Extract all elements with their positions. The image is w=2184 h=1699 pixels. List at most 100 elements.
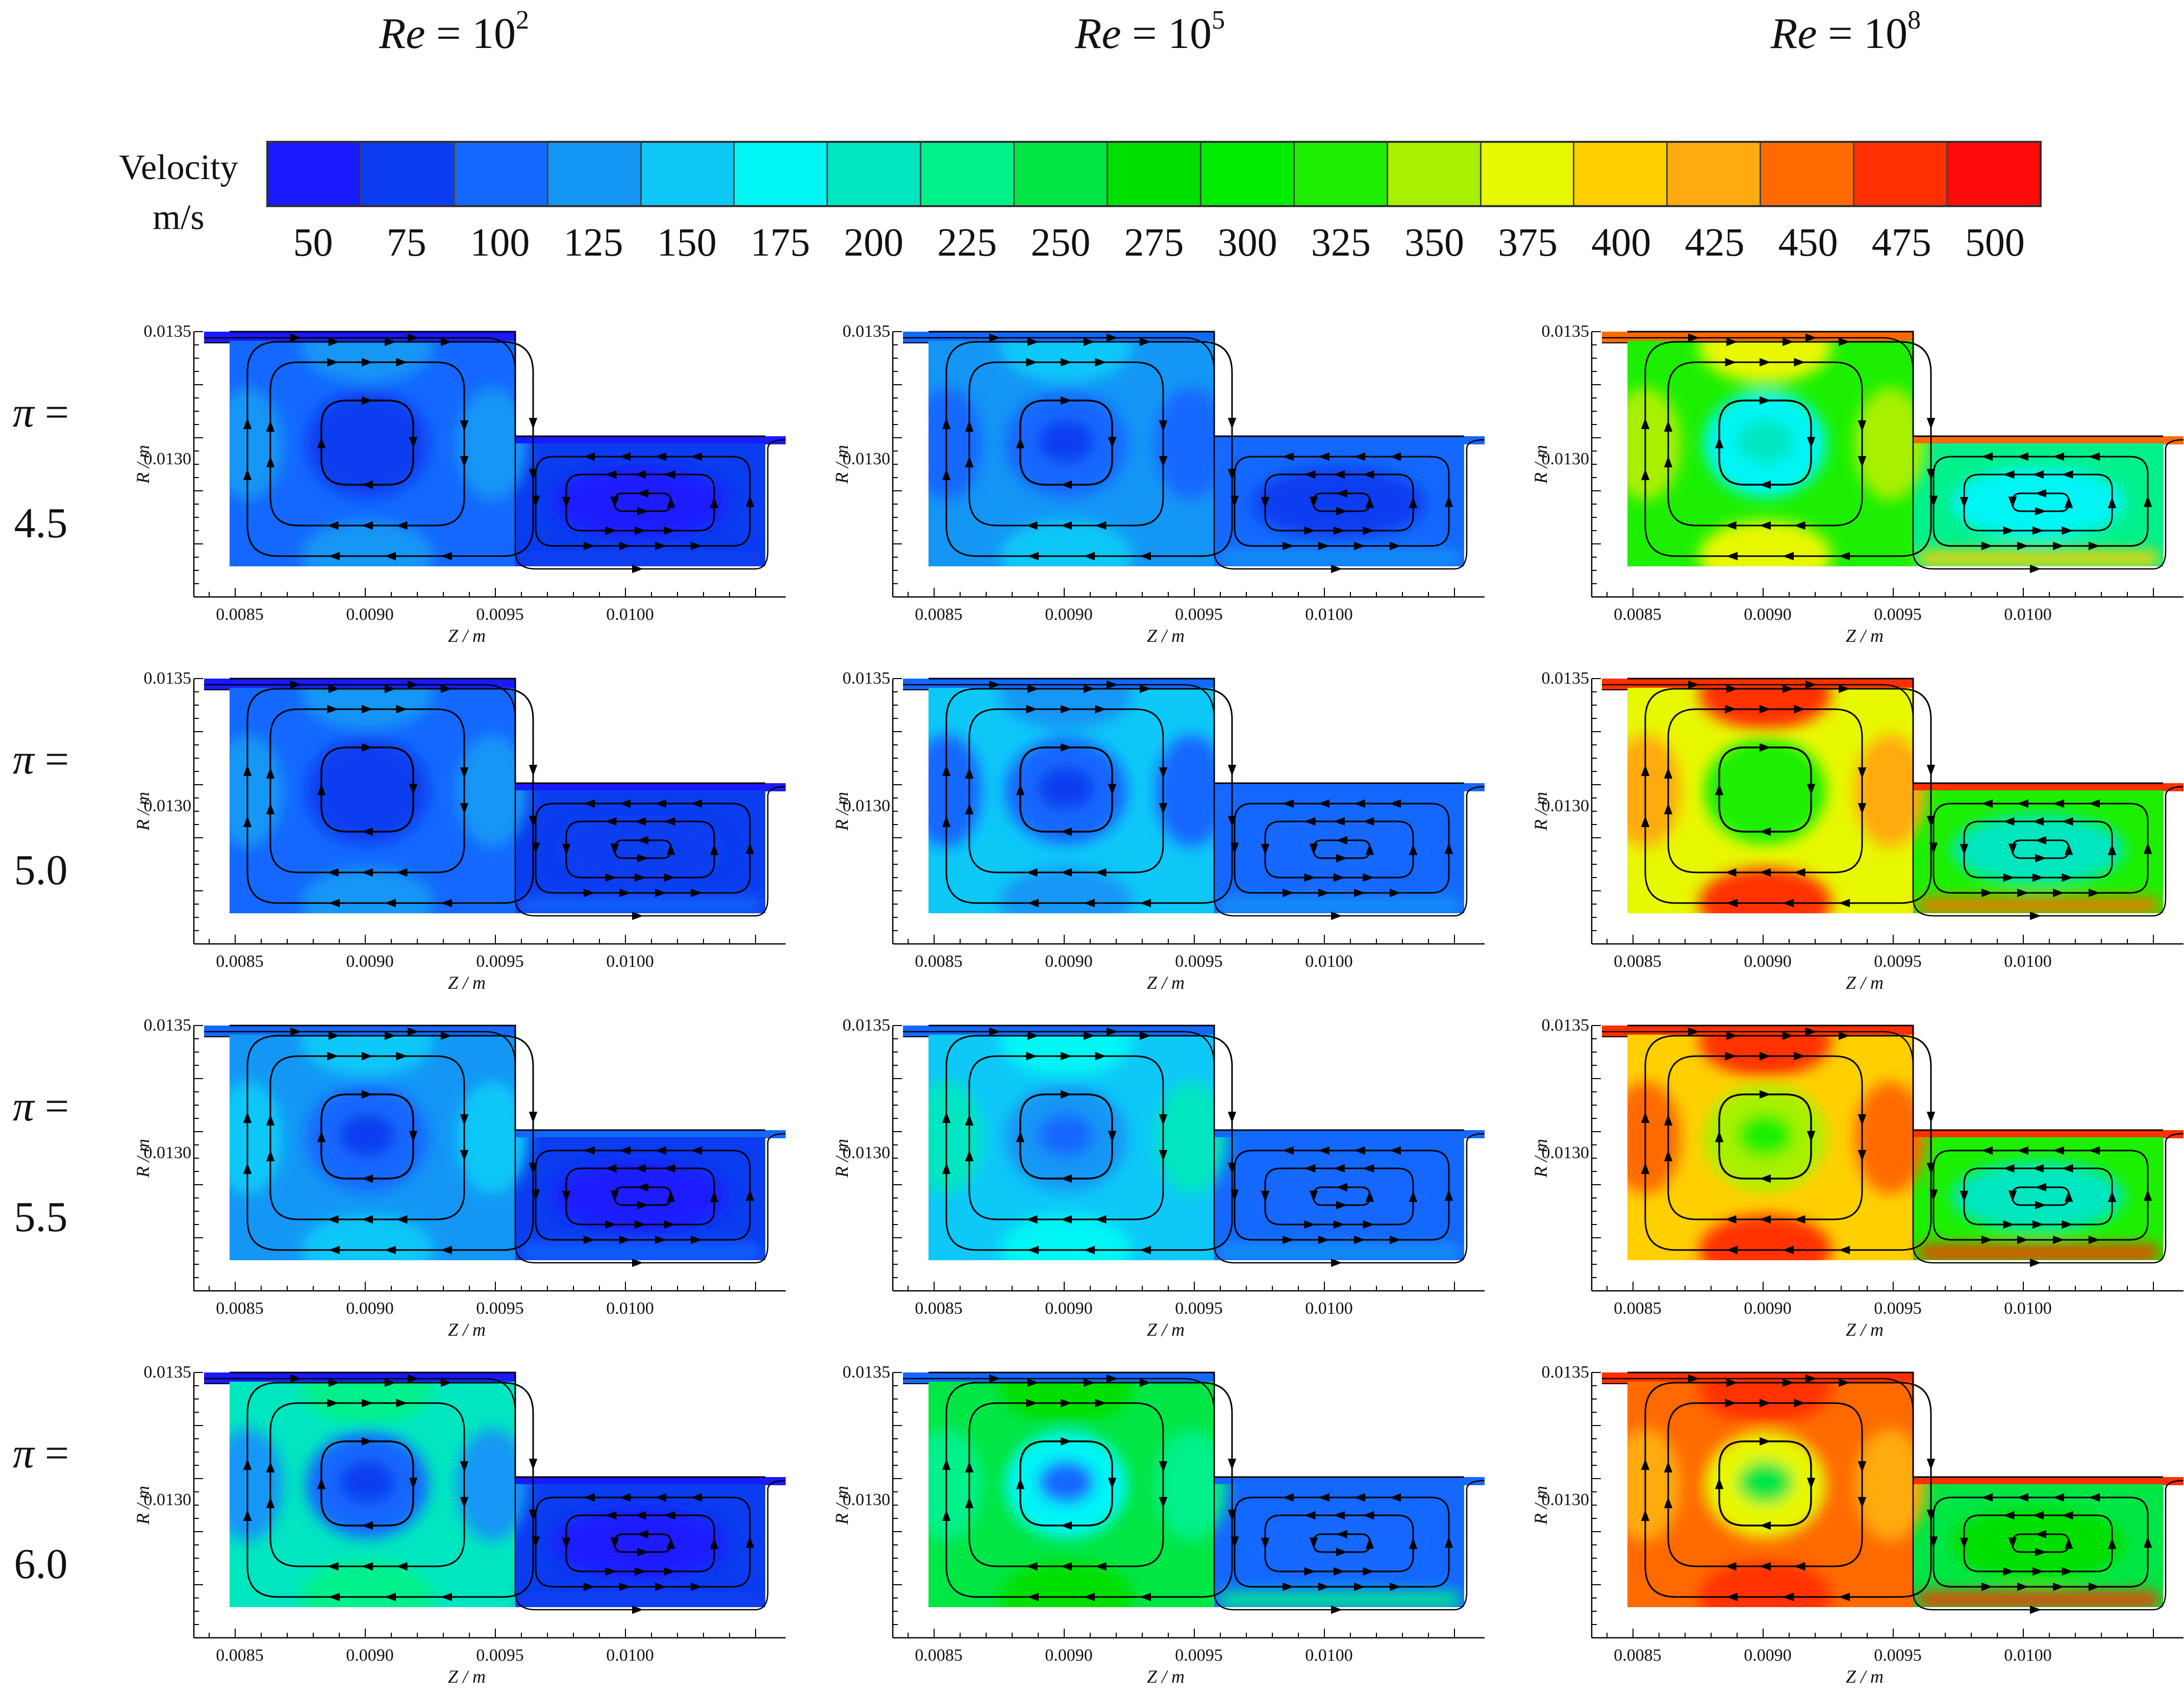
field-jet-right bbox=[1913, 1477, 2163, 1484]
streamline-arrow bbox=[1760, 1398, 1771, 1408]
streamline-arrow bbox=[531, 842, 540, 854]
y-tick-label: 0.0130 bbox=[843, 1143, 891, 1162]
streamline-arrow bbox=[1107, 333, 1118, 342]
x-tick-label: 0.0090 bbox=[1045, 605, 1093, 624]
streamline-arrow bbox=[1725, 1052, 1737, 1061]
x-axis-title: Z / m bbox=[1846, 626, 1884, 646]
streamline-arrow bbox=[2003, 1164, 2015, 1173]
streamline-arrow bbox=[664, 1511, 675, 1520]
field-jet-right bbox=[515, 1477, 765, 1484]
x-tick-label: 0.0090 bbox=[346, 605, 394, 624]
streamline-arrow bbox=[1283, 1235, 1294, 1244]
streamline-arrow bbox=[605, 1511, 617, 1520]
field-lobe-top bbox=[1699, 332, 1831, 383]
streamline-arrow bbox=[1760, 1215, 1771, 1224]
field-vortex-core bbox=[339, 420, 395, 463]
streamline-arrow bbox=[2053, 1146, 2064, 1155]
streamline-arrow bbox=[2035, 507, 2046, 516]
streamline-arrow bbox=[1027, 337, 1039, 346]
streamline-arrow bbox=[2008, 1537, 2017, 1549]
colorbar-segment bbox=[1015, 143, 1109, 205]
streamline-arrow bbox=[1725, 1562, 1737, 1571]
streamline-arrow bbox=[329, 1245, 340, 1255]
streamline-arrow bbox=[637, 854, 648, 863]
streamline-arrow bbox=[691, 1582, 702, 1591]
streamline-arrow bbox=[1641, 1510, 1650, 1521]
streamline-arrow bbox=[1409, 844, 1418, 855]
streamline-arrow bbox=[1304, 1567, 1316, 1576]
streamline bbox=[246, 1035, 534, 1251]
streamline-arrow bbox=[1857, 420, 1867, 432]
field-lobe-right bbox=[1156, 1429, 1227, 1541]
streamline-arrow bbox=[1304, 873, 1316, 882]
colorbar-tick-label: 375 bbox=[1498, 220, 1558, 264]
streamline-arrow bbox=[1760, 1562, 1771, 1571]
streamline-arrow bbox=[637, 507, 648, 516]
streamline-arrow bbox=[605, 1220, 617, 1229]
streamline-arrow bbox=[2062, 526, 2073, 535]
streamline-arrow bbox=[965, 767, 974, 779]
streamline-arrow bbox=[396, 868, 408, 877]
field-right-bottom-band bbox=[520, 1245, 760, 1260]
contour-plot: 0.0085 0.0090 0.0095 0.0100 0.0135 0.0130 Z / … bbox=[133, 669, 786, 993]
streamline bbox=[1667, 708, 1863, 873]
streamline-arrow bbox=[1227, 1112, 1237, 1123]
streamline-arrow bbox=[1016, 437, 1025, 448]
streamline-arrow bbox=[1641, 1112, 1650, 1123]
field-right-vortex bbox=[1951, 814, 2125, 885]
streamline-arrow bbox=[1309, 1190, 1318, 1202]
streamline-arrow bbox=[2035, 1183, 2046, 1192]
streamline-arrow bbox=[1061, 1437, 1072, 1446]
x-tick-label: 0.0095 bbox=[1175, 605, 1223, 624]
contour-panel: 0.0085 0.0090 0.0095 0.0100 0.0135 0.0130 Z / … bbox=[826, 311, 1485, 658]
streamline-arrow bbox=[1390, 1493, 1401, 1502]
x-tick-label: 0.0090 bbox=[1045, 1646, 1093, 1665]
streamline-arrow bbox=[1336, 1547, 1347, 1557]
field-right-vortex bbox=[554, 1161, 727, 1232]
streamline-arrow bbox=[605, 1567, 617, 1576]
streamline-arrow bbox=[1354, 452, 1365, 461]
y-tick-label: 0.0135 bbox=[144, 1363, 192, 1382]
colorbar-tick-label: 125 bbox=[563, 220, 623, 264]
streamline-arrow bbox=[1725, 1398, 1737, 1408]
streamline-arrow bbox=[1363, 817, 1374, 826]
streamline-arrow bbox=[965, 1461, 974, 1472]
streamline-arrow bbox=[664, 1567, 675, 1576]
streamline-arrow bbox=[1027, 1031, 1039, 1040]
row-label-pi-6-0: π = 6.0 bbox=[0, 1429, 82, 1589]
axes: 0.0085 0.0090 0.0095 0.0100 0.0135 0.0130 Z / … bbox=[1530, 1016, 2183, 1340]
streamline-arrow bbox=[243, 418, 252, 429]
field-lobe-right bbox=[457, 388, 528, 500]
streamline-arrow bbox=[2053, 1582, 2064, 1591]
row-label-pi-5-5: π = 5.5 bbox=[0, 1082, 82, 1242]
axes: 0.0085 0.0090 0.0095 0.0100 0.0135 0.0130 Z / … bbox=[1530, 322, 2183, 646]
streamline-arrow bbox=[1726, 337, 1738, 346]
streamline-arrow bbox=[2062, 1220, 2073, 1229]
streamline-arrow bbox=[1230, 1536, 1239, 1548]
field-jet-top bbox=[928, 679, 1214, 688]
streamline-arrow bbox=[1981, 799, 1993, 808]
streamline-arrow bbox=[529, 418, 538, 429]
streamline-arrow bbox=[635, 1220, 646, 1229]
streamline-arrow bbox=[1783, 1245, 1794, 1255]
streamline-arrow bbox=[1857, 1461, 1867, 1472]
streamline-arrow bbox=[2003, 526, 2015, 535]
streamline-arrow bbox=[1026, 705, 1038, 714]
contour-panel: 0.0085 0.0090 0.0095 0.0100 0.0135 0.0130 Z / … bbox=[128, 658, 786, 1005]
streamline-arrow bbox=[385, 552, 396, 561]
streamline-arrow bbox=[362, 1398, 373, 1408]
streamline-arrow bbox=[327, 521, 339, 530]
streamline-arrow bbox=[362, 1437, 373, 1446]
streamline-through-flow bbox=[1602, 1378, 2183, 1611]
axes: 0.0085 0.0090 0.0095 0.0100 0.0135 0.0130 Z / … bbox=[133, 1016, 786, 1340]
streamline-arrow bbox=[664, 470, 675, 479]
streamline-arrow bbox=[942, 765, 951, 776]
y-axis-title: R / m bbox=[832, 1139, 852, 1178]
streamline-arrow bbox=[1027, 684, 1039, 693]
contour-plot: 0.0085 0.0090 0.0095 0.0100 0.0135 0.0130 Z / … bbox=[133, 1016, 786, 1340]
streamline-arrow bbox=[2008, 1190, 2017, 1202]
streamline-arrow bbox=[1304, 1164, 1316, 1173]
colorbar-tick-label: 175 bbox=[750, 220, 810, 264]
streamline-arrow bbox=[2107, 1191, 2117, 1202]
row-label-value: 5.5 bbox=[14, 1193, 68, 1241]
